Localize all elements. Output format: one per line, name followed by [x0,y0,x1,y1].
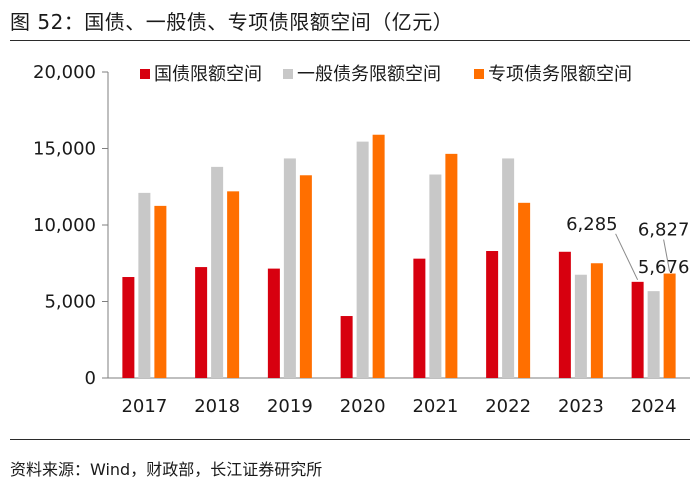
bar-2-2020 [372,134,385,378]
bars [122,134,676,378]
bar-2-2022 [518,202,531,378]
bar-1-2024 [647,291,660,378]
x-tick-label: 2022 [485,396,531,417]
bar-2-2024 [663,273,676,378]
bar-0-2020 [340,316,353,378]
bar-1-2017 [138,192,151,378]
y-tick-label: 10,000 [33,215,96,236]
bar-1-2018 [211,166,224,378]
bar-0-2019 [267,268,280,378]
bar-0-2018 [195,267,208,378]
bar-2-2017 [154,205,167,378]
y-tick-label: 5,000 [44,292,96,313]
y-tick-label: 20,000 [33,62,96,83]
data-label: 6,285 [566,214,618,235]
label-leader-line [663,239,671,272]
label-leader-line [615,233,639,281]
legend-label: 国债限额空间 [154,64,262,85]
x-axis: 2017 2018 2019 2020 2021 2022 2023 2024 [108,377,690,417]
bar-1-2021 [429,174,442,378]
bar-1-2023 [574,274,587,378]
bar-chart: 0 5,000 10,000 15,000 20,000 2017 2018 2019 202… [33,62,690,417]
y-tick-label: 0 [85,368,96,389]
x-tick-label: 2018 [194,396,240,417]
legend-label: 专项债务限额空间 [488,64,632,85]
bar-0-2021 [413,258,426,378]
bar-2-2021 [445,153,458,378]
y-tick-label: 15,000 [33,139,96,160]
legend-swatch [283,69,293,79]
x-tick-label: 2017 [121,396,167,417]
annotations: 6,285 5,676 6,827 [566,214,690,281]
x-tick-label: 2024 [631,396,677,417]
data-label: 6,827 [638,220,690,241]
top-rule [10,40,690,41]
bar-2-2018 [227,191,240,378]
figure-title: 图 52：国债、一般债、专项债限额空间（亿元） [10,10,454,34]
legend-swatch [140,69,150,79]
bar-0-2024 [631,281,644,378]
bar-1-2022 [502,158,515,378]
bar-0-2022 [486,251,499,378]
x-tick-label: 2021 [412,396,458,417]
bar-0-2017 [122,277,135,378]
bar-2-2023 [590,263,603,378]
bar-1-2020 [356,141,369,378]
legend: 国债限额空间 一般债务限额空间 专项债务限额空间 [140,64,632,85]
x-tick-label: 2020 [340,396,386,417]
legend-label: 一般债务限额空间 [297,64,441,85]
x-tick-label: 2023 [558,396,604,417]
bar-2-2019 [299,175,312,378]
y-axis: 0 5,000 10,000 15,000 20,000 [33,62,109,389]
x-tick-label: 2019 [267,396,313,417]
bottom-rule [10,439,690,440]
bar-0-2023 [558,251,571,378]
legend-swatch [474,69,484,79]
data-label: 5,676 [638,257,690,278]
bar-1-2019 [283,158,296,378]
source-note: 资料来源：Wind，财政部，长江证券研究所 [10,460,323,479]
